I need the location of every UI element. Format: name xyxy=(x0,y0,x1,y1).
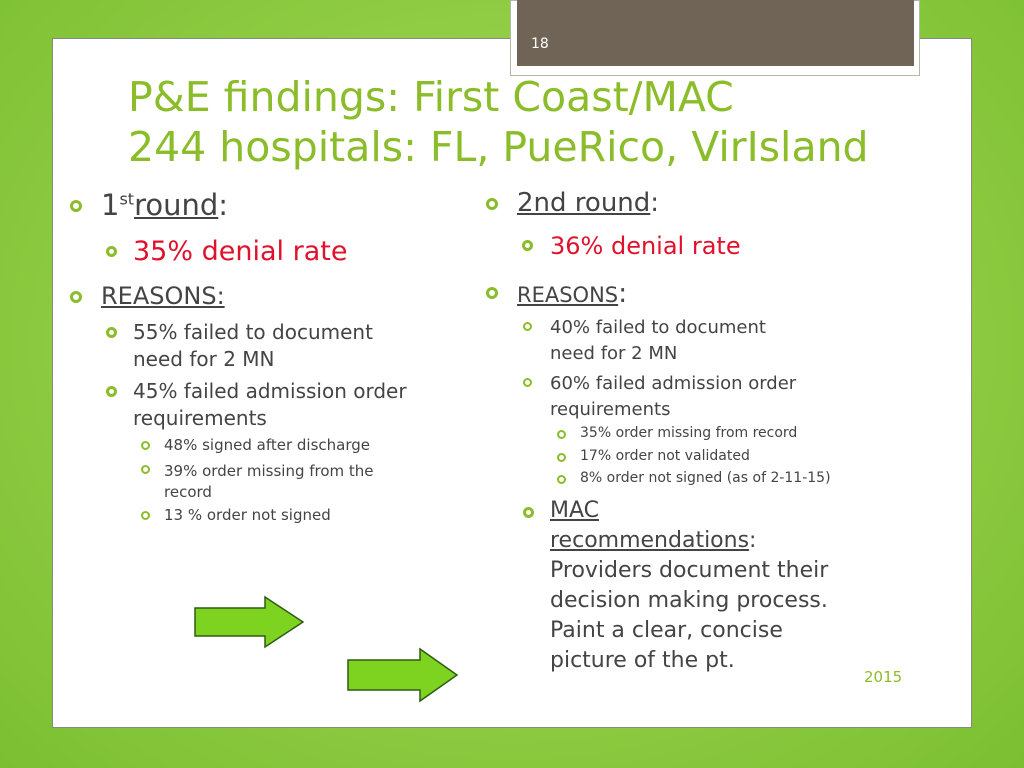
right-sub-1: 35% order missing from record xyxy=(580,425,798,441)
left-denial-rate: 35% denial rate xyxy=(133,236,348,267)
bullet-icon xyxy=(106,246,117,257)
bullet-icon xyxy=(522,240,533,251)
bullet-icon xyxy=(141,511,150,520)
bullet-icon xyxy=(70,200,82,212)
bullet-icon xyxy=(70,291,82,303)
year-label: 2015 xyxy=(864,668,903,686)
left-sub-2: 39% order missing from the record xyxy=(164,462,374,501)
right-reasons-heading: REASONS: xyxy=(517,278,628,309)
right-denial-rate: 36% denial rate xyxy=(550,232,741,260)
title-line-2: 244 hospitals: FL, PueRico, VirIsland xyxy=(128,123,869,171)
right-arrow-icon xyxy=(347,647,459,703)
bullet-icon xyxy=(557,430,566,439)
bullet-icon xyxy=(523,378,532,387)
bullet-icon xyxy=(486,287,498,299)
right-reason-2: 60% failed admission order requirements xyxy=(550,373,797,420)
right-arrow-icon xyxy=(194,595,305,649)
bullet-icon xyxy=(557,475,566,484)
slide-title: P&E findings: First Coast/MAC 244 hospit… xyxy=(128,72,869,172)
page-number: 18 xyxy=(531,36,549,52)
right-sub-3: 8% order not signed (as of 2-11-15) xyxy=(580,470,831,486)
bullet-icon xyxy=(106,327,117,338)
bullet-icon xyxy=(106,386,117,397)
bullet-icon xyxy=(141,441,150,450)
left-reason-2: 45% failed admission order requirements xyxy=(133,379,407,430)
bullet-icon xyxy=(557,453,566,462)
left-round-heading: 1stround: xyxy=(101,188,229,222)
left-sub-3: 13 % order not signed xyxy=(164,506,331,524)
left-sub-1: 48% signed after discharge xyxy=(164,436,370,454)
right-reason-1: 40% failed to document need for 2 MN xyxy=(550,317,766,364)
mac-recommendations: MAC recommendations: Providers document … xyxy=(550,498,829,673)
right-round-heading: 2nd round: xyxy=(517,188,660,218)
left-reason-1: 55% failed to document need for 2 MN xyxy=(133,320,373,371)
bullet-icon xyxy=(523,507,534,518)
bullet-icon xyxy=(523,322,532,331)
title-line-1: P&E findings: First Coast/MAC xyxy=(128,73,734,121)
right-sub-2: 17% order not validated xyxy=(580,448,750,464)
header-tab xyxy=(517,0,914,66)
bullet-icon xyxy=(141,465,150,474)
left-reasons-heading: REASONS: xyxy=(101,282,225,310)
bullet-icon xyxy=(486,198,498,210)
